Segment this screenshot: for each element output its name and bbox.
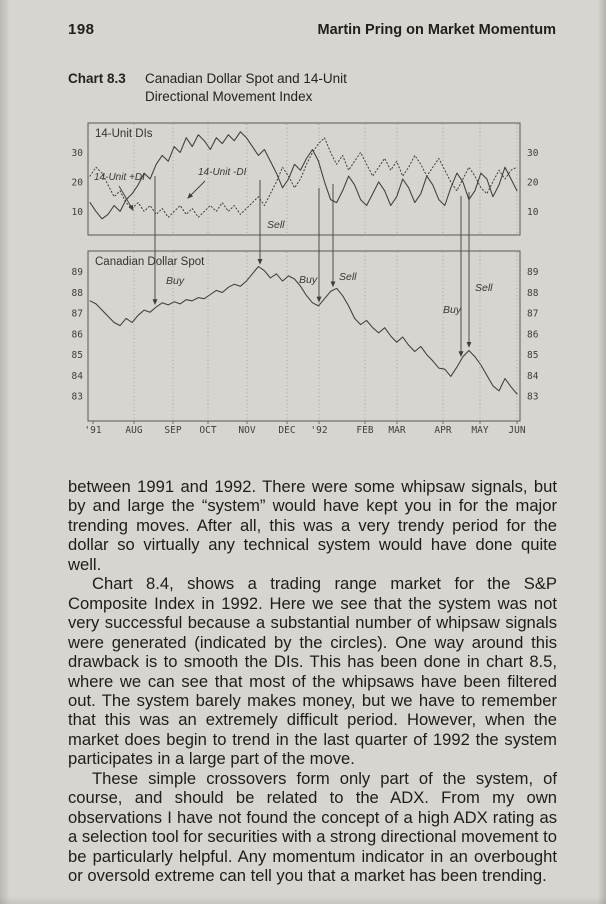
di-panel-title: 14-Unit DIs [95, 128, 153, 140]
y-tick-label-right: 89 [527, 267, 539, 278]
x-axis-label: AUG [125, 425, 142, 436]
y-tick-label-left: 30 [72, 148, 84, 159]
x-axis-label: '91 [84, 425, 101, 436]
signal-label-sell: Sell [339, 271, 357, 283]
x-axis-label: MAY [471, 425, 488, 436]
chart-8-3: 10 10 20 20 30 30 14-Unit DIs 83 83 84 84 85 85 86 86 8… [72, 122, 539, 436]
paragraph: Chart 8.4, shows a trading range market … [68, 574, 557, 769]
y-tick-label-right: 87 [527, 309, 538, 320]
y-tick-label-left: 87 [72, 309, 83, 320]
14-unit-di-line [89, 131, 518, 220]
signal-label-sell: Sell [475, 282, 493, 294]
chart-caption: Chart 8.3 Canadian Dollar Spot and 14-Un… [68, 70, 556, 106]
di-annotation-arrow [118, 185, 134, 211]
y-tick-label-left: 89 [72, 267, 84, 278]
y-tick-label-left: 10 [72, 207, 84, 218]
y-tick-label-right: 86 [527, 329, 539, 340]
signal-label-buy: Buy [299, 274, 318, 286]
x-axis-label: '92 [310, 425, 327, 436]
14-unit-di-line [89, 137, 518, 218]
y-tick-label-right: 85 [527, 350, 538, 361]
signal-label-buy: Buy [166, 275, 185, 287]
y-tick-label-left: 20 [72, 177, 84, 188]
running-title: Martin Pring on Market Momentum [317, 22, 556, 38]
di-annotation-arrow [187, 180, 206, 199]
signal-label-buy: Buy [443, 304, 462, 316]
chart-caption-label: Chart 8.3 [68, 71, 126, 86]
y-tick-label-left: 88 [72, 288, 84, 299]
x-axis-label: APR [434, 425, 451, 436]
y-tick-label-right: 30 [527, 148, 539, 159]
y-tick-label-right: 88 [527, 288, 539, 299]
y-tick-label-right: 10 [527, 207, 539, 218]
body-text: between 1991 and 1992. There were some w… [68, 477, 557, 886]
chart-caption-text: Canadian Dollar Spot and 14-Unit Directi… [145, 71, 347, 104]
di-annotation-label: 14-Unit +DI [94, 172, 145, 183]
x-axis-label: MAR [388, 425, 405, 436]
x-axis-label: DEC [278, 425, 295, 436]
di-annotation-label: 14-Unit -DI [198, 167, 247, 178]
page-number: 198 [68, 21, 95, 38]
canadian-dollar-spot-line [89, 265, 518, 395]
price-panel-title: Canadian Dollar Spot [95, 256, 205, 268]
y-tick-label-left: 85 [72, 350, 83, 361]
y-tick-label-left: 84 [72, 371, 84, 382]
paragraph: These simple crossovers form only part o… [68, 768, 557, 886]
x-axis-label: JUN [508, 425, 525, 436]
x-axis-label: SEP [164, 425, 181, 436]
y-tick-label-right: 83 [527, 392, 538, 403]
x-axis-label: NOV [238, 425, 255, 436]
di-panel-frame [87, 122, 521, 236]
page-header: 198 Martin Pring on Market Momentum [68, 21, 556, 38]
price-panel-frame [87, 250, 521, 422]
x-axis-label: FEB [356, 425, 373, 436]
y-tick-label-right: 84 [527, 371, 539, 382]
y-tick-label-left: 83 [72, 392, 83, 403]
y-tick-label-right: 20 [527, 177, 539, 188]
paragraph: between 1991 and 1992. There were some w… [68, 477, 557, 574]
signal-label-sell: Sell [267, 219, 285, 231]
y-tick-label-left: 86 [72, 329, 84, 340]
x-axis-label: OCT [199, 425, 216, 436]
